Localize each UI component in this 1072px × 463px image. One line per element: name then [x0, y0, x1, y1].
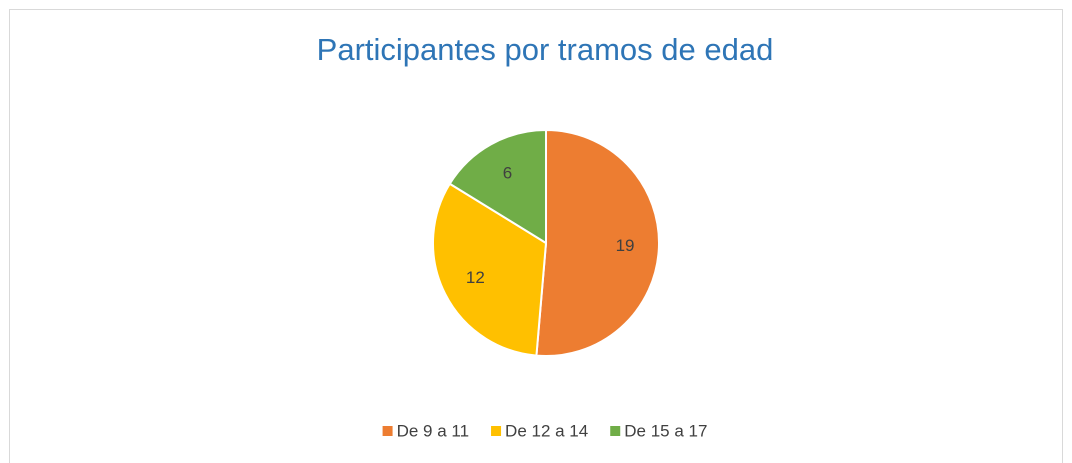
data-label: 19 — [616, 236, 635, 255]
legend-swatch — [382, 426, 393, 436]
data-label: 6 — [503, 163, 512, 182]
legend-swatch — [610, 426, 621, 436]
legend-label: De 15 a 17 — [624, 421, 707, 440]
data-label: 12 — [466, 268, 485, 287]
legend-label: De 9 a 11 — [397, 421, 469, 440]
pie-slice — [448, 128, 547, 245]
legend-label: De 12 a 14 — [505, 421, 588, 440]
legend-swatch — [491, 426, 502, 436]
chart-title: Participantes por tramos de edad — [317, 32, 774, 67]
pie-slice — [535, 128, 660, 357]
